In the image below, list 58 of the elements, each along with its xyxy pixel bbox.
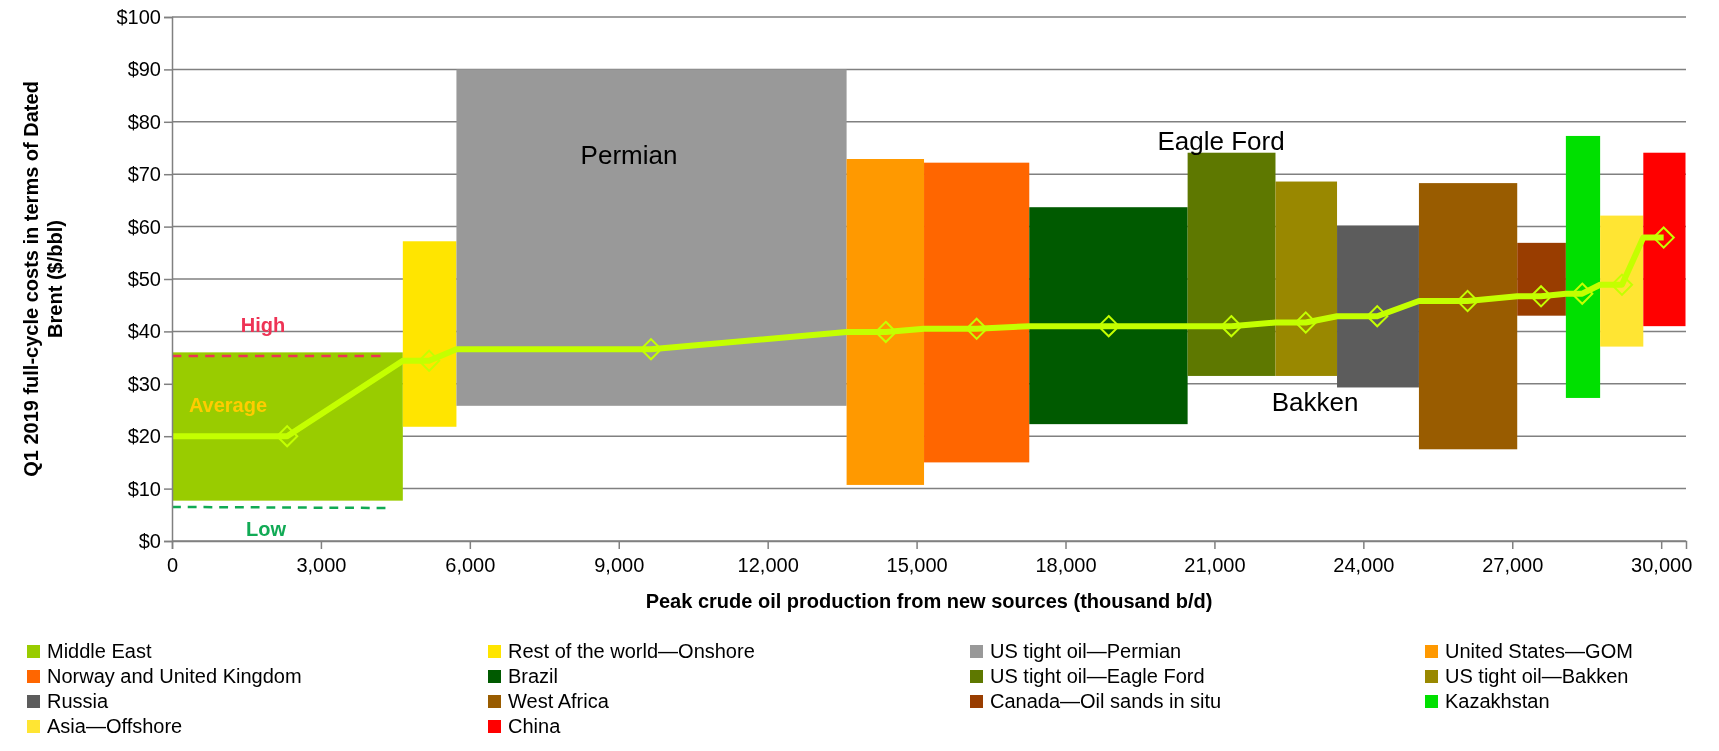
- annotation: Low: [246, 518, 287, 540]
- point: [639, 338, 663, 361]
- point: [276, 425, 299, 448]
- annotation: Eagle Ford: [1157, 126, 1285, 157]
- y-tick-label: $100: [116, 5, 161, 28]
- y-axis-title: Q1 2019 full-cycle costs in terms of Dated Brent ($/bbl): [20, 81, 66, 477]
- annotation: Average: [188, 394, 268, 416]
- point: [1294, 311, 1317, 334]
- point: [1610, 273, 1634, 296]
- point: [1456, 289, 1479, 313]
- y-tick-label: $70: [127, 163, 161, 186]
- legend-label: Asia—Offshore: [47, 715, 183, 737]
- point: [1529, 285, 1553, 308]
- x-tick-label: 27,000: [1482, 554, 1544, 576]
- legend-label: Canada—Oil sands in situ: [990, 690, 1222, 712]
- x-tick-label: 24,000: [1333, 554, 1395, 576]
- legend-label: US tight oil—Permian: [990, 640, 1182, 662]
- x-tick-label: 6,000: [445, 554, 496, 576]
- y-tick-label: $10: [127, 477, 161, 500]
- legend-label: Kazakhstan: [1445, 690, 1550, 712]
- legend-label: US tight oil—Eagle Ford: [990, 665, 1205, 687]
- legend-label: West Africa: [508, 690, 610, 712]
- legend-label: Rest of the world—Onshore: [508, 640, 755, 662]
- x-tick-label: 12,000: [737, 554, 799, 576]
- y-tick-label: $40: [127, 320, 161, 343]
- x-tick-label: 18,000: [1035, 554, 1097, 576]
- legend-label: United States—GOM: [1445, 640, 1633, 662]
- x-tick-label: 15,000: [886, 554, 948, 576]
- x-axis-title: Peak crude oil production from new sources (thousand b/d): [645, 590, 1213, 612]
- y-tick-label: $80: [127, 110, 161, 133]
- x-tick-label: 30,000: [1631, 554, 1693, 576]
- legend-label: Middle East: [47, 640, 152, 662]
- x-tick-label: 0: [166, 554, 179, 576]
- point: [418, 349, 441, 372]
- annotation: Bakken: [1271, 387, 1359, 418]
- legend-label: Norway and United Kingdom: [47, 665, 302, 687]
- x-tick-label: 3,000: [296, 554, 347, 576]
- y-tick-label: $50: [127, 267, 161, 290]
- point: [874, 320, 897, 344]
- legend-label: Russia: [47, 690, 110, 712]
- legend-label: Brazil: [508, 665, 559, 687]
- legend-label: China: [508, 715, 562, 737]
- point: [1220, 315, 1243, 338]
- x-tick-label: 21,000: [1184, 554, 1246, 576]
- y-tick-label: $30: [127, 372, 161, 395]
- y-tick-label: $90: [127, 58, 161, 81]
- point: [1097, 315, 1120, 338]
- point: [1652, 226, 1675, 249]
- legend-label: US tight oil—Bakken: [1445, 665, 1629, 687]
- point: [1571, 282, 1594, 305]
- point: [1366, 305, 1389, 328]
- y-tick-label: $20: [127, 425, 161, 448]
- annotation: Permian: [580, 140, 678, 171]
- point: [965, 317, 988, 340]
- y-tick-label: $0: [138, 529, 161, 552]
- x-tick-label: 9,000: [594, 554, 645, 576]
- annotation: High: [240, 314, 286, 336]
- y-tick-label: $60: [127, 215, 161, 238]
